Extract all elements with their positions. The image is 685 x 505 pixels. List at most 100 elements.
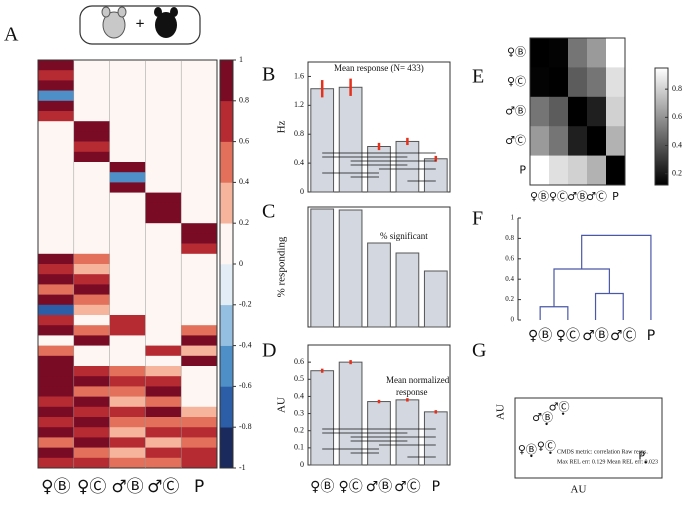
colorbar-tick-label: 0.4 — [239, 177, 249, 186]
colorbar-tick-label: 0.6 — [672, 112, 682, 121]
colorbar-tick-label: 0.8 — [239, 96, 249, 105]
heatmap-cell — [109, 386, 146, 397]
matrix-cell — [549, 155, 569, 186]
row-label: ♂Ⓒ — [505, 134, 526, 147]
heatmap-cell — [181, 274, 218, 285]
heatmap-cell — [38, 284, 75, 295]
heatmap-cell — [145, 223, 182, 234]
row-label: P — [519, 163, 526, 176]
heatmap-cell — [73, 243, 110, 255]
heatmap-cell — [73, 427, 110, 438]
matrix-cell — [530, 126, 550, 156]
heatmap-cell — [38, 355, 75, 367]
heatmap-cell — [73, 162, 110, 173]
bar — [310, 208, 335, 328]
colorbar-segment — [220, 141, 233, 183]
heatmap-cell — [145, 447, 182, 459]
heatmap-cell — [145, 315, 182, 326]
heatmap-cell — [181, 141, 218, 153]
heatmap-cell — [145, 172, 182, 183]
matrix-cell — [568, 155, 588, 186]
heatmap-cell — [38, 396, 75, 408]
matrix-cell — [530, 67, 550, 98]
heatmap-cell — [181, 243, 218, 255]
heatmap-cell — [181, 233, 218, 244]
colorbar-tick-label: 0.8 — [672, 84, 682, 93]
heatmap-cell — [181, 172, 218, 183]
heatmap-cell — [38, 121, 75, 132]
point-label: ♂Ⓑ — [532, 411, 553, 424]
heatmap-cell — [145, 264, 182, 275]
y-tick-label: 0.1 — [294, 443, 304, 452]
heatmap-cell — [145, 366, 182, 377]
heatmap-cell — [109, 437, 146, 448]
heatmap-cell — [181, 223, 218, 234]
heatmap-cell — [73, 335, 110, 346]
heatmap-cell — [109, 162, 146, 173]
panel-letter: D — [262, 340, 276, 362]
y-tick-label: 0.8 — [505, 234, 514, 242]
heatmap-cell — [181, 376, 218, 387]
heatmap-cell — [181, 427, 218, 438]
heatmap-cell — [38, 417, 75, 428]
y-tick-label: 0.3 — [294, 408, 304, 417]
heatmap-cell — [181, 90, 218, 102]
heatmap-cell — [145, 162, 182, 173]
column-label: ♀Ⓒ — [549, 190, 568, 203]
chart-title: response — [396, 387, 428, 397]
point-label: ♀Ⓑ — [518, 443, 537, 456]
chart-title: Mean response (N= 433) — [334, 63, 424, 73]
bar — [310, 370, 335, 466]
heatmap-cell — [73, 90, 110, 102]
heatmap-cell — [109, 172, 146, 183]
heatmap-cell — [109, 223, 146, 234]
dendrogram-link — [539, 306, 569, 320]
bar — [338, 361, 363, 466]
panel-letter: B — [262, 64, 275, 86]
row-label: ♀Ⓒ — [507, 75, 526, 88]
heatmap-cell — [109, 202, 146, 214]
colorbar-tick-label: 0.4 — [672, 140, 682, 149]
plot-frame — [514, 397, 663, 479]
y-tick-label: 0 — [300, 187, 304, 196]
heatmap-cell — [145, 70, 182, 81]
heatmap-cell — [145, 437, 182, 448]
bar — [423, 158, 448, 193]
heatmap-cell — [109, 121, 146, 132]
point — [545, 422, 548, 426]
panel-letter: G — [472, 340, 486, 362]
heatmap-cell — [145, 182, 182, 193]
heatmap-cell — [109, 70, 146, 81]
heatmap-cell — [73, 386, 110, 397]
colorbar-segment — [220, 223, 233, 265]
heatmap-cell — [145, 141, 182, 153]
heatmap-cell — [109, 366, 146, 377]
heatmap-cell — [181, 366, 218, 377]
heatmap-cell — [181, 355, 218, 367]
heatmap-cell — [145, 406, 182, 418]
heatmap-cell — [181, 437, 218, 448]
heatmap-cell — [38, 172, 75, 183]
heatmap-cell — [181, 294, 218, 306]
heatmap-cell — [73, 417, 110, 428]
heatmap-cell — [109, 60, 146, 71]
heatmap-cell — [145, 274, 182, 285]
colorbar-tick-label: -0.8 — [239, 422, 252, 431]
heatmap-cell — [109, 80, 146, 91]
y-tick-label: 1 — [511, 214, 515, 222]
heatmap-cell — [181, 284, 218, 295]
heatmap-cell — [73, 233, 110, 244]
heatmap-cell — [73, 202, 110, 214]
heatmap-cell — [181, 457, 218, 469]
y-tick-label: 0 — [300, 460, 304, 469]
column-label: ♂Ⓒ — [586, 190, 607, 203]
heatmap-cell — [181, 192, 218, 204]
heatmap-cell — [38, 253, 75, 265]
y-tick-label: 0.5 — [294, 374, 304, 383]
heatmap-cell — [145, 386, 182, 397]
bar — [367, 242, 391, 328]
black-mouse-ear — [154, 7, 162, 17]
heatmap-cell — [73, 70, 110, 81]
heatmap-cell — [109, 284, 146, 295]
heatmap-cell — [145, 355, 182, 367]
